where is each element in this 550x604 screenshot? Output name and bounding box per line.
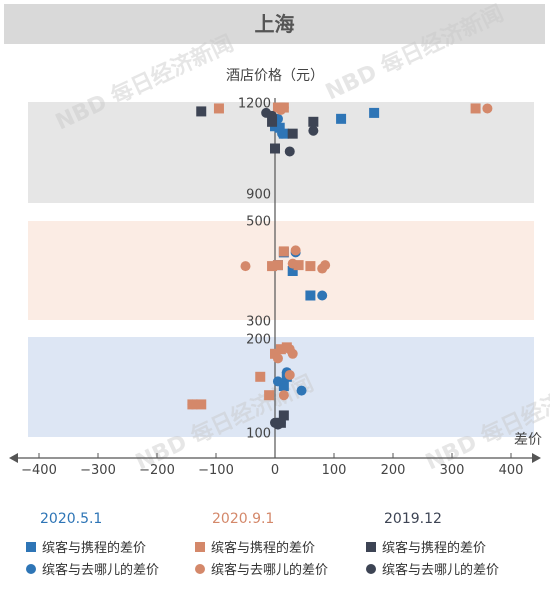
x-axis-arrow <box>532 453 541 463</box>
data-point-square <box>275 344 286 355</box>
data-point-square <box>336 113 347 124</box>
data-point-square <box>287 128 298 139</box>
legend-label: 缤客与携程的差价 <box>42 541 147 556</box>
legend-item: 缤客与去哪儿的差价 <box>195 559 328 578</box>
data-point-circle <box>278 390 289 401</box>
legend-circle-marker <box>195 563 205 574</box>
data-point-square <box>308 116 319 127</box>
data-point-circle <box>308 125 319 136</box>
legend-label: 缤客与携程的差价 <box>211 541 316 556</box>
y-tick-label: 500 <box>246 215 271 230</box>
y-tick-label: 1200 <box>238 97 271 112</box>
data-point-circle <box>296 385 307 396</box>
x-tick-label: 0 <box>271 463 279 478</box>
legend-group-title: 2020.5.1 <box>40 511 103 527</box>
title-bar: 上海 <box>4 4 545 44</box>
data-point-square <box>278 381 289 391</box>
data-point-square <box>369 107 380 118</box>
legend-item: 缤客与携程的差价 <box>26 537 146 556</box>
legend-circle-marker <box>26 563 36 574</box>
data-point-square <box>274 122 285 133</box>
data-point-square <box>267 116 278 127</box>
data-point-square <box>470 103 481 114</box>
data-point-square <box>272 260 283 271</box>
data-point-circle <box>267 110 278 121</box>
data-point-circle <box>275 104 286 115</box>
legend-square-marker <box>366 541 376 552</box>
data-point-circle <box>272 353 283 364</box>
data-point-circle <box>284 344 295 355</box>
x-tick-label: −300 <box>80 463 116 478</box>
data-point-circle <box>272 376 283 387</box>
x-tick-label: 400 <box>499 463 524 478</box>
legend-label: 缤客与携程的差价 <box>382 541 487 556</box>
x-tick-label: −400 <box>21 463 57 478</box>
legend-item: 缤客与去哪儿的差价 <box>366 559 499 578</box>
legend-label: 缤客与去哪儿的差价 <box>42 563 160 578</box>
data-point-circle <box>240 261 251 272</box>
data-point-square <box>305 290 316 301</box>
x-tick-label: −100 <box>198 463 234 478</box>
data-point-square <box>213 103 224 114</box>
data-point-square <box>255 371 266 382</box>
chart-title: 上海 <box>254 12 295 36</box>
legend-square-marker <box>26 541 36 552</box>
y-tick-label: 300 <box>246 315 271 330</box>
x-axis-arrow-left <box>9 453 18 463</box>
data-point-square <box>270 143 280 154</box>
data-point-square <box>293 260 304 271</box>
y-tick-label: 200 <box>246 333 271 348</box>
legend-item: 缤客与去哪儿的差价 <box>26 559 159 578</box>
data-point-circle <box>287 258 298 269</box>
y-axis-title: 酒店价格（元） <box>226 68 324 84</box>
data-point-square <box>287 266 298 276</box>
legend-label: 缤客与去哪儿的差价 <box>382 563 500 578</box>
x-tick-label: 300 <box>440 463 465 478</box>
legend-item: 缤客与携程的差价 <box>195 537 315 556</box>
data-point-circle <box>317 290 328 301</box>
data-point-square <box>270 348 280 359</box>
data-point-square <box>196 106 207 117</box>
data-point-square <box>278 410 289 421</box>
band-mid <box>28 221 534 320</box>
y-tick-label: 900 <box>246 188 271 203</box>
legend-label: 缤客与去哪儿的差价 <box>211 563 329 578</box>
legend-square-marker <box>195 541 205 552</box>
x-tick-label: 200 <box>381 463 406 478</box>
data-point-square <box>264 390 275 401</box>
x-tick-label: 100 <box>322 463 347 478</box>
legend-circle-marker <box>366 563 376 574</box>
watermark: NBD 每日经济新闻 <box>322 0 508 105</box>
legend-group-title: 2019.12 <box>384 511 442 527</box>
data-point-circle <box>284 369 295 380</box>
data-point-circle <box>320 260 331 271</box>
x-axis-title: 差价 <box>514 432 542 448</box>
data-point-circle <box>482 103 493 114</box>
data-point-square <box>305 261 316 272</box>
data-point-circle <box>284 146 295 157</box>
data-point-circle <box>277 128 288 139</box>
y-tick-label: 100 <box>246 427 271 442</box>
data-point-circle <box>272 419 283 430</box>
data-point-circle <box>290 245 301 256</box>
legend-item: 缤客与携程的差价 <box>366 537 486 556</box>
data-point-square <box>267 261 278 272</box>
x-tick-label: −200 <box>139 463 175 478</box>
data-point-square <box>278 246 289 257</box>
legend-group-title: 2020.9.1 <box>212 511 275 527</box>
data-point-circle <box>187 399 198 410</box>
data-point-square <box>196 399 207 410</box>
